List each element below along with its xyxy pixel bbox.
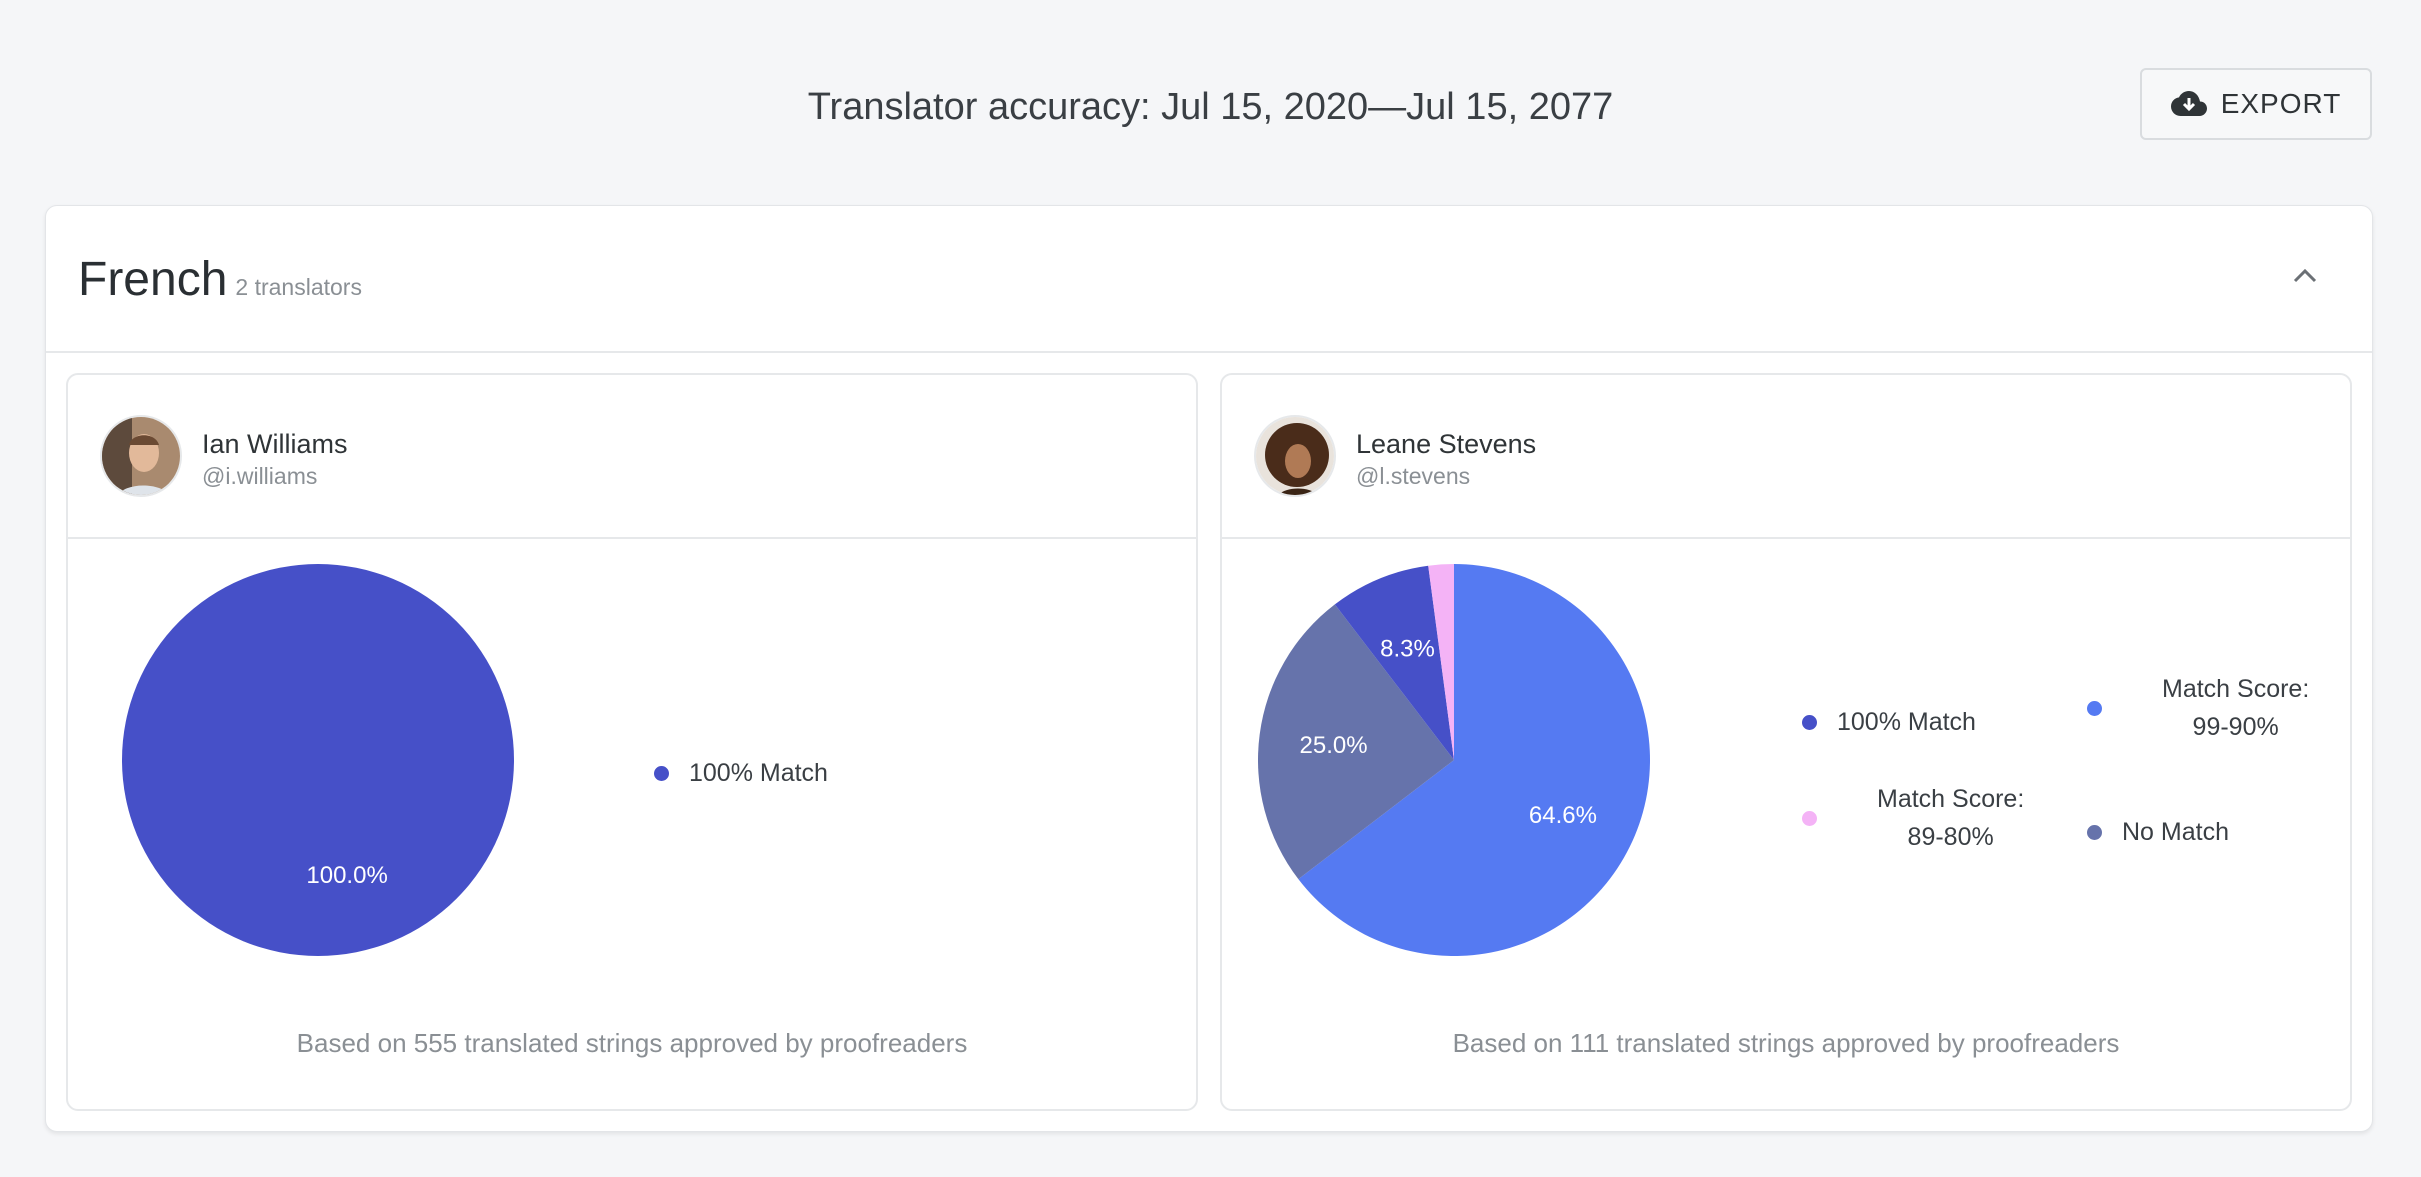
pie-slice[interactable]: [1298, 564, 1650, 956]
pie-slice[interactable]: [122, 564, 514, 956]
legend-item-89-80: Match Score: 89-80%: [1802, 780, 2024, 856]
translator-handle: @l.stevens: [1356, 463, 1471, 489]
export-button[interactable]: EXPORT: [2140, 68, 2372, 140]
pie-slice[interactable]: [1258, 604, 1454, 880]
legend-dot: [2087, 700, 2102, 716]
legend-label: Match Score: 99-90%: [2122, 670, 2309, 746]
translator-name: Ian Williams: [202, 429, 348, 459]
translator-name: Leane Stevens: [1356, 429, 1537, 459]
translator-card: Ian Williams @i.williams 100.0% 100% Mat…: [66, 373, 1198, 1111]
legend-dot: [2087, 825, 2102, 840]
legend-dot: [1802, 810, 1817, 826]
avatar: [100, 415, 182, 497]
translator-header: Leane Stevens @l.stevens: [1222, 375, 2350, 539]
language-title: French 2 translators: [78, 252, 362, 307]
legend-label-line: 89-80%: [1907, 823, 1994, 851]
chevron-up-icon[interactable]: [2290, 261, 2320, 291]
avatar: [1254, 415, 1336, 497]
pie-slice[interactable]: [1334, 565, 1454, 760]
translator-handle: @i.williams: [202, 463, 318, 489]
legend-item-no-match: No Match: [2087, 818, 2229, 847]
legend-item-99-90: Match Score: 99-90%: [2087, 670, 2309, 746]
pie-slice[interactable]: [1428, 564, 1454, 760]
legend-label: 100% Match: [1837, 708, 1976, 736]
pie-data-label: 64.6%: [1529, 802, 1597, 829]
translator-card: Leane Stevens @l.stevens 64.6% 25.0% 8.3% …: [1220, 373, 2352, 1111]
language-name: French: [78, 253, 228, 306]
pie-data-label: 25.0%: [1300, 732, 1368, 759]
legend-item-100-match: 100% Match: [654, 759, 828, 788]
page-title: Translator accuracy: Jul 15, 2020—Jul 15…: [807, 86, 1614, 128]
footer-note: Based on 111 translated strings approved…: [1452, 1028, 2120, 1058]
legend-label-line: 99-90%: [2192, 713, 2279, 741]
legend-item-100-match: 100% Match: [1802, 708, 1976, 737]
translator-header: Ian Williams @i.williams: [68, 375, 1196, 539]
pie-chart: 100.0%: [122, 564, 514, 956]
legend-label-line: Match Score:: [1877, 785, 2025, 813]
legend-label-line: Match Score:: [2162, 675, 2310, 703]
legend-dot: [654, 766, 669, 781]
cloud-download-icon: [2170, 91, 2207, 116]
language-card: French 2 translators Ian Williams @i.will…: [45, 205, 2373, 1132]
footer-note: Based on 555 translated strings approved…: [296, 1028, 968, 1058]
translator-count: 2 translators: [235, 274, 362, 300]
pie-data-label: 8.3%: [1380, 636, 1435, 663]
pie-chart: 64.6% 25.0% 8.3%: [1258, 564, 1650, 956]
export-label: EXPORT: [2220, 88, 2342, 119]
legend-label: Match Score: 89-80%: [1837, 780, 2024, 856]
pie-data-label: 100.0%: [306, 862, 387, 889]
language-card-header: French 2 translators: [46, 206, 2372, 353]
legend-label: 100% Match: [689, 759, 828, 787]
legend-label: No Match: [2122, 818, 2229, 846]
legend-dot: [1802, 715, 1817, 730]
